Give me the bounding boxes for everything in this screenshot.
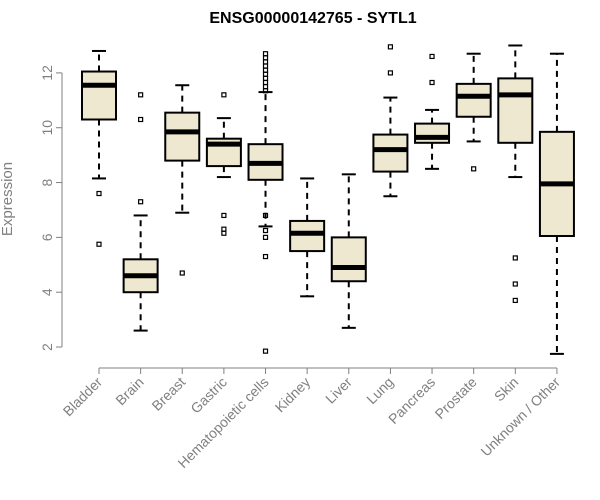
- outlier-point: [512, 255, 518, 261]
- x-tick-label: Breast: [148, 374, 188, 414]
- box-lung: [372, 44, 409, 198]
- outlier-point: [262, 88, 269, 94]
- outlier-point: [262, 348, 269, 354]
- outlier-point: [138, 199, 144, 205]
- iqr-box: [289, 219, 326, 253]
- box-prostate: [455, 52, 492, 172]
- outlier-point: [262, 71, 269, 77]
- outlier-point: [138, 92, 144, 98]
- outlier-point: [221, 92, 227, 98]
- outlier-point: [429, 79, 435, 86]
- box-hematopoietic-cells: [247, 51, 284, 354]
- iqr-box: [330, 236, 367, 283]
- iqr-box: [455, 82, 492, 118]
- box-plot-series: [81, 44, 575, 355]
- x-tick-label: Bladder: [60, 374, 106, 420]
- x-tick-label: Skin: [491, 374, 522, 405]
- outlier-point: [262, 51, 269, 57]
- box-brain: [122, 92, 159, 332]
- iqr-box: [81, 70, 117, 121]
- box-liver: [330, 173, 367, 329]
- y-tick-label: 2: [39, 343, 55, 351]
- y-axis: 2 4 6 8 10 12: [39, 65, 63, 351]
- outlier-point: [262, 67, 269, 73]
- y-axis-label: Expression: [0, 162, 16, 236]
- outlier-point: [262, 55, 269, 61]
- outlier-point: [262, 79, 269, 86]
- y-tick-label: 12: [39, 65, 55, 81]
- box-skin: [497, 44, 534, 304]
- x-tick-label: Lung: [363, 374, 396, 407]
- box-bladder: [81, 49, 117, 247]
- outlier-point: [512, 281, 518, 287]
- outlier-point: [262, 63, 269, 69]
- y-tick-label: 10: [39, 120, 55, 136]
- outlier-point: [262, 212, 269, 219]
- y-tick-label: 8: [39, 178, 55, 186]
- box-breast: [164, 84, 201, 276]
- outlier-point: [221, 212, 227, 219]
- outlier-point: [262, 59, 269, 65]
- outlier-point: [262, 84, 269, 90]
- iqr-box: [414, 122, 451, 144]
- outlier-point: [262, 75, 269, 81]
- outlier-point: [221, 226, 227, 232]
- x-tick-label: Kidney: [272, 374, 314, 416]
- y-tick-label: 4: [39, 288, 55, 296]
- outlier-point: [471, 166, 477, 172]
- iqr-box: [497, 77, 534, 144]
- y-tick-label: 6: [39, 233, 55, 241]
- outlier-point: [387, 70, 394, 76]
- x-tick-label: Brain: [112, 374, 146, 408]
- iqr-box: [164, 111, 201, 162]
- chart-title: ENSG00000142765 - SYTL1: [209, 10, 416, 27]
- outlier-point: [262, 227, 269, 234]
- outlier-point: [262, 234, 269, 240]
- x-tick-label: Unknown / Other: [477, 374, 563, 460]
- outlier-point: [138, 116, 144, 123]
- outlier-point: [96, 190, 102, 197]
- outlier-point: [429, 53, 435, 60]
- box-gastric: [205, 92, 242, 236]
- x-tick-label: Prostate: [432, 374, 480, 422]
- x-tick-label: Liver: [322, 374, 355, 407]
- iqr-box: [372, 133, 409, 173]
- outlier-point: [179, 270, 185, 276]
- outlier-point: [262, 253, 269, 260]
- box-unknown-other: [538, 52, 575, 355]
- outlier-point: [387, 44, 394, 50]
- outlier-point: [512, 297, 518, 304]
- box-pancreas: [414, 53, 451, 170]
- outlier-point: [221, 230, 227, 236]
- box-kidney: [289, 177, 326, 298]
- outlier-point: [96, 241, 102, 247]
